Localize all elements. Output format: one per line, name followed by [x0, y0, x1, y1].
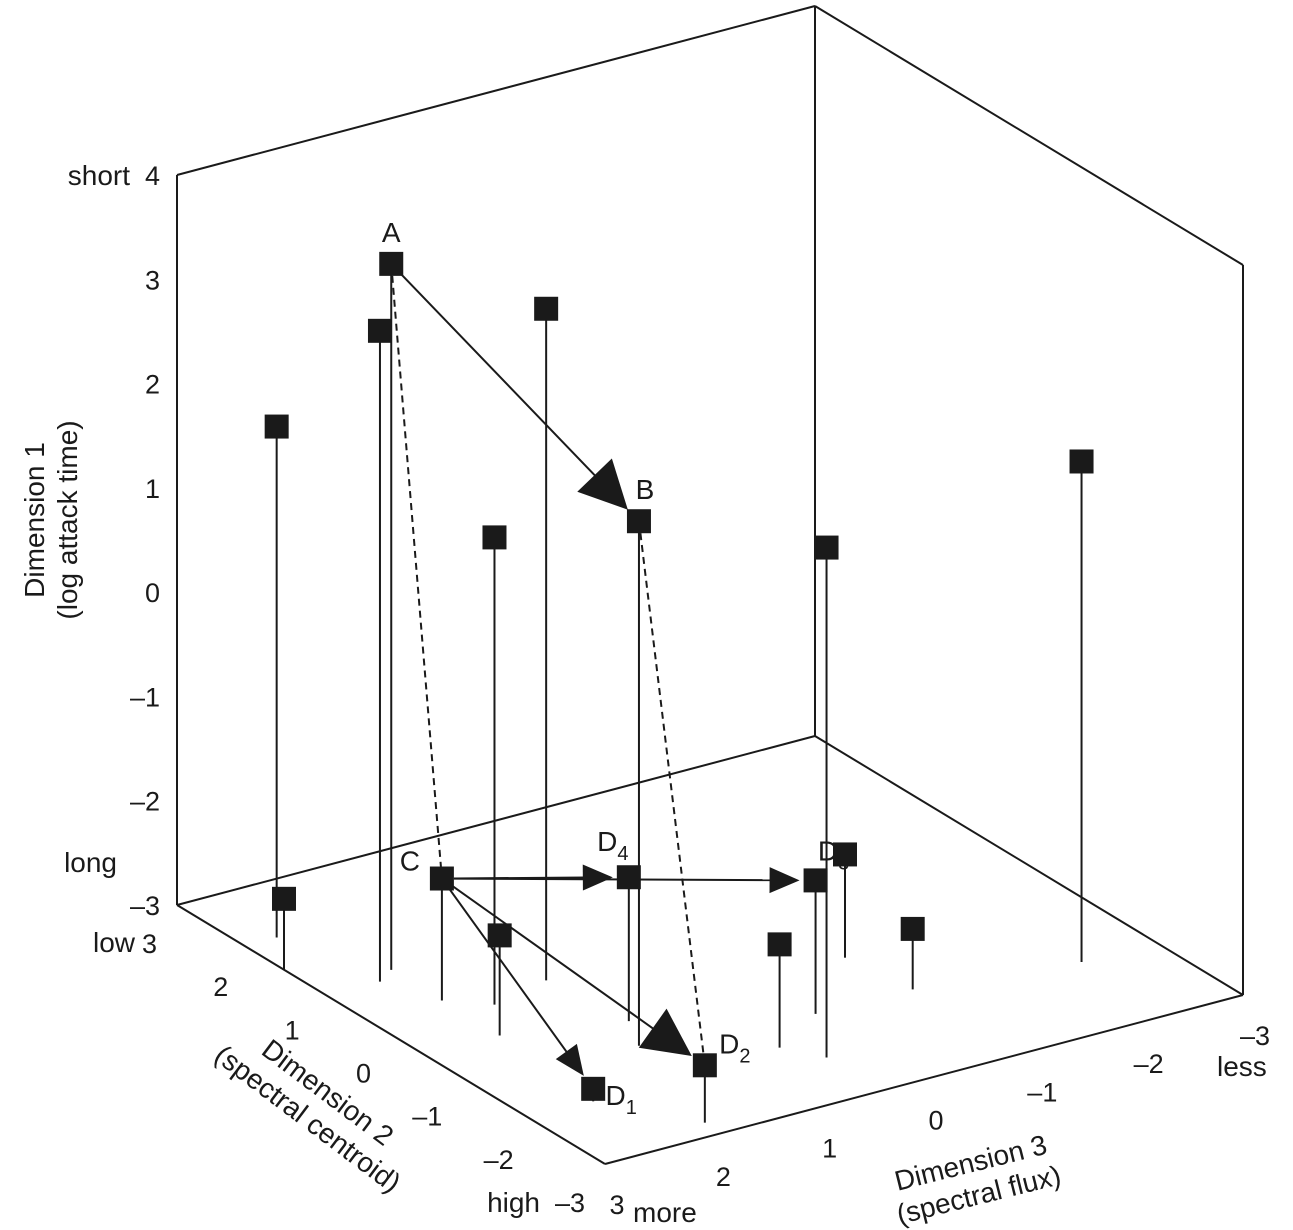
point-marker: [900, 916, 925, 941]
point-marker: [1069, 449, 1094, 474]
box-edge: [814, 735, 1244, 996]
point-marker: [272, 886, 296, 911]
dim1-tick-label: 4: [145, 161, 160, 191]
dim3-end-high-label: more: [633, 1197, 697, 1228]
point-label: D1: [606, 1080, 637, 1119]
arrow-head: [582, 864, 613, 891]
point-marker: [814, 535, 839, 560]
dim1-tick-label: 2: [145, 370, 160, 400]
point-label: D4: [597, 826, 628, 865]
transition-arrows: [391, 271, 800, 1076]
point-marker: [581, 1076, 606, 1101]
point-label-subscript: 4: [617, 843, 628, 865]
point-label: D2: [719, 1028, 750, 1067]
dim1-axis-subtitle: (log attack time): [52, 420, 83, 619]
dim1-tick-label: 0: [145, 578, 160, 608]
box-edge: [176, 5, 816, 176]
dashed-link: [639, 533, 705, 1054]
plot-box-edges: [176, 5, 1244, 1165]
point-marker: [534, 296, 559, 321]
dim2-tick-label: 0: [356, 1059, 371, 1089]
dim3-tick-label: 0: [928, 1106, 943, 1136]
dim3-tick-label: –2: [1134, 1049, 1164, 1079]
dim3-tick-label: 2: [716, 1162, 731, 1192]
dim3-tick-label: 1: [822, 1134, 837, 1164]
point-marker: [264, 414, 289, 439]
box-edge: [814, 5, 1244, 266]
dim2-tick-label: –3: [555, 1188, 585, 1218]
arrow-shaft: [448, 887, 569, 1055]
point-label-subscript: 1: [626, 1097, 637, 1119]
point-label-subscript: 2: [739, 1045, 750, 1067]
arrow-head: [555, 1043, 584, 1076]
dim3-tick-label: –3: [1240, 1021, 1270, 1051]
arrow-shaft: [451, 884, 658, 1032]
point-marker: [367, 318, 392, 343]
box-edge: [604, 994, 1244, 1165]
point-marker: [626, 509, 651, 534]
dim1-tick-label: –3: [130, 891, 160, 921]
dim1-tick-label: –2: [130, 787, 160, 817]
arrow-head: [638, 1008, 692, 1057]
dim2-tick-label: –2: [484, 1145, 514, 1175]
dim1-end-low-label: long: [64, 847, 117, 878]
axis-ticks: 4 3 2 1 0 –1 –2 –3 3 2 1 0 –1 –2 –3 3 2 1 0 –1 –2 –3: [130, 161, 1270, 1220]
dim2-end-high-label: low: [93, 927, 136, 958]
point-marker: [803, 868, 828, 893]
point-label: C: [400, 846, 420, 877]
dim3-end-low-label: less: [1217, 1051, 1267, 1082]
dim2-tick-label: 3: [142, 929, 157, 959]
point-marker: [482, 525, 507, 550]
arrow-shaft: [398, 271, 599, 480]
dashed-link: [391, 275, 442, 867]
point-marker: [692, 1053, 717, 1078]
point-marker: [833, 842, 857, 867]
arrow-head: [769, 867, 800, 894]
point-label: A: [382, 217, 401, 248]
dim2-tick-label: 1: [285, 1015, 300, 1045]
dim1-tick-label: 1: [145, 474, 160, 504]
dim2-end-low-label: high: [487, 1187, 540, 1218]
dim3-tick-label: 3: [609, 1190, 624, 1220]
point-marker: [379, 251, 404, 276]
arrow-shaft: [453, 876, 586, 880]
dim3-tick-label: –1: [1027, 1077, 1057, 1107]
point-marker: [429, 866, 454, 891]
dim1-end-high-label: short: [68, 160, 130, 191]
arrow-head: [577, 458, 628, 510]
data-points: ABCD1D2D3D4: [264, 217, 1094, 1119]
dim1-axis-title: Dimension 1: [19, 442, 50, 598]
dim1-tick-label: 3: [145, 265, 160, 295]
point-label: B: [636, 474, 655, 505]
dim2-tick-label: 2: [213, 972, 228, 1002]
point-marker: [616, 865, 641, 890]
point-marker: [487, 923, 512, 948]
box-edge: [176, 735, 816, 906]
dim1-tick-label: –1: [130, 682, 160, 712]
box-edge: [176, 904, 606, 1165]
dim2-tick-label: –1: [412, 1102, 442, 1132]
drop-lines: [275, 263, 1083, 1123]
point-marker: [767, 932, 792, 957]
